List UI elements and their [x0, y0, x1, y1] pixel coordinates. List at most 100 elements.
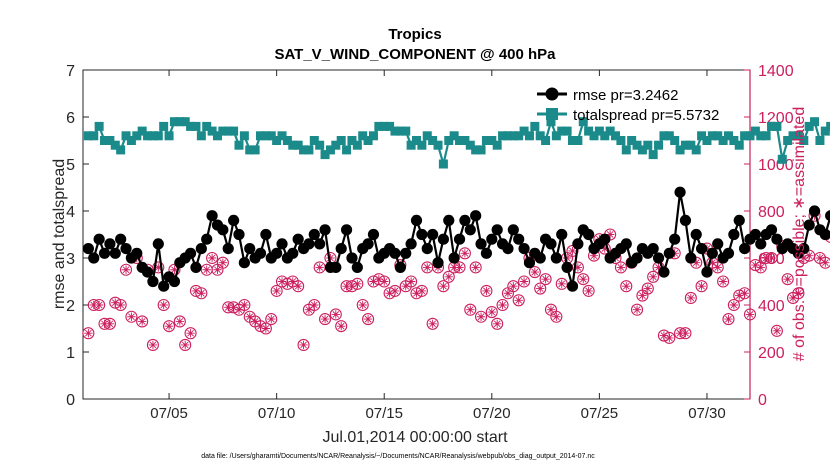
rmse-point — [825, 210, 830, 222]
rmse-point — [254, 247, 267, 259]
totalspread-point — [363, 136, 373, 145]
totalspread-point — [777, 154, 787, 164]
obs-assimilated-point — [245, 312, 254, 321]
obs-assimilated-point — [224, 303, 233, 312]
totalspread-point — [675, 145, 685, 155]
rmse-point — [158, 280, 170, 292]
obs-assimilated-point — [105, 319, 115, 328]
totalspread-point — [272, 136, 282, 145]
rmse-point — [695, 243, 708, 255]
obs-possible-point — [711, 261, 724, 274]
obs-assimilated-point — [240, 300, 249, 310]
totalspread-point — [810, 117, 820, 127]
obs-assimilated-point — [331, 310, 341, 319]
rmse-point — [583, 228, 595, 241]
rmse-point — [195, 243, 207, 255]
totalspread-point — [508, 131, 518, 141]
rmse-point — [238, 257, 250, 269]
totalspread-point — [826, 121, 830, 131]
obs-assimilated-point — [600, 244, 609, 253]
totalspread-point — [567, 136, 577, 145]
obs-assimilated-point — [191, 286, 201, 296]
obs-assimilated-point — [697, 282, 706, 291]
rmse-point — [260, 228, 272, 241]
rmse-point — [808, 205, 821, 217]
rmse-point — [771, 233, 783, 245]
totalspread-point — [159, 121, 169, 131]
rmse-point — [448, 252, 460, 264]
chart-subtitle: SAT_V_WIND_COMPONENT @ 400 hPa — [274, 46, 556, 63]
rmse-point — [749, 228, 761, 241]
x-tick-label: 07/25 — [581, 405, 619, 422]
obs-assimilated-point — [347, 282, 357, 291]
totalspread-point — [89, 131, 99, 141]
obs-possible-point — [792, 287, 805, 300]
obs-possible-point — [496, 298, 509, 312]
obs-possible-point — [216, 256, 229, 269]
obs-assimilated-point — [482, 286, 491, 296]
rmse-point — [556, 228, 568, 241]
obs-possible-point — [469, 261, 482, 274]
rmse-point — [819, 228, 830, 241]
rmse-point — [394, 261, 406, 273]
totalspread-point — [250, 145, 260, 155]
obs-assimilated-point — [363, 314, 373, 324]
legend-label-rmse: rmse pr=3.2462 — [573, 87, 678, 104]
y-tick-label-left: 7 — [66, 63, 75, 80]
totalspread-point — [212, 131, 222, 141]
obs-assimilated-point — [492, 319, 502, 328]
legend-label-spread: totalspread pr=5.5732 — [573, 107, 719, 124]
obs-assimilated-point — [111, 298, 120, 307]
totalspread-point — [207, 126, 217, 136]
obs-assimilated-point — [541, 274, 550, 284]
totalspread-point — [126, 136, 136, 145]
chart-title: Tropics — [388, 26, 441, 43]
obs-assimilated-point — [654, 263, 663, 272]
obs-possible-point — [620, 280, 633, 293]
rmse-point — [362, 238, 374, 250]
rmse-point — [131, 247, 143, 259]
obs-assimilated-point — [557, 279, 566, 289]
totalspread-point — [793, 131, 803, 141]
obs-assimilated-point — [390, 286, 400, 296]
obs-assimilated-point — [455, 263, 464, 272]
totalspread-point — [293, 140, 303, 150]
rmse-point — [491, 224, 503, 236]
totalspread-point — [304, 145, 314, 155]
obs-assimilated-point — [293, 282, 303, 291]
y-tick-label-right: 800 — [758, 204, 785, 221]
rmse-point — [733, 214, 745, 226]
obs-assimilated-point — [622, 282, 631, 291]
obs-possible-point — [437, 280, 450, 293]
totalspread-series — [83, 117, 830, 169]
totalspread-point — [788, 131, 798, 141]
obs-possible-point — [485, 305, 498, 319]
y-axis-label-right: # of obs: o=possible; ∗=assimilated — [791, 107, 808, 361]
obs-possible-point — [491, 317, 504, 330]
totalspread-point — [245, 145, 255, 155]
x-axis-label: Jul.01,2014 00:00:00 start — [322, 429, 508, 446]
obs-assimilated-point — [794, 289, 803, 298]
totalspread-point — [740, 131, 750, 141]
rmse-point — [400, 247, 412, 259]
obs-possible-point — [781, 273, 794, 286]
totalspread-point — [616, 136, 626, 145]
rmse-point — [631, 252, 643, 264]
obs-possible-point — [356, 298, 369, 312]
rmse-point — [722, 247, 735, 259]
totalspread-point — [186, 121, 196, 131]
obs-assimilated-point — [686, 293, 696, 303]
obs-assimilated-point — [772, 326, 782, 336]
obs-possible-point — [119, 263, 133, 276]
rmse-point — [475, 238, 487, 250]
totalspread-point — [239, 131, 249, 141]
obs-assimilated-point — [466, 305, 475, 314]
obs-assimilated-point — [713, 263, 722, 272]
totalspread-point — [471, 145, 481, 155]
totalspread-point — [535, 131, 545, 141]
totalspread-point — [670, 136, 680, 145]
totalspread-point — [288, 140, 298, 150]
totalspread-point — [412, 136, 421, 145]
totalspread-point — [320, 150, 330, 160]
